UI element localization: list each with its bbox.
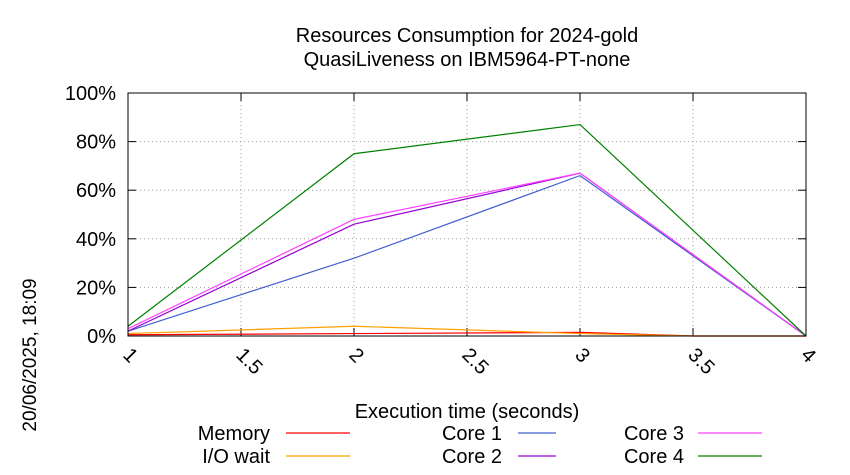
plot-border — [127, 92, 807, 337]
y-tick-label: 100% — [65, 83, 116, 105]
timestamp-label: 20/06/2025, 18:09 — [20, 278, 41, 431]
x-tick-label: 3.5 — [683, 344, 718, 379]
y-tick-label: 20% — [76, 277, 116, 299]
x-tick-label: 2.5 — [457, 344, 492, 379]
series-lines — [127, 123, 807, 337]
series-line-core-1 — [127, 174, 807, 337]
chart-title-line2: QuasiLiveness on IBM5964-PT-none — [304, 49, 631, 71]
y-axis-ticks: 0% 20% 40% 60% 80% 100% — [65, 83, 806, 348]
x-tick-label: 4 — [796, 344, 819, 367]
chart-title-line1: Resources Consumption for 2024-gold — [296, 25, 638, 47]
series-line-core-4 — [127, 123, 807, 337]
x-tick-label: 1.5 — [231, 344, 266, 379]
legend-label-core-2: Core 2 — [442, 446, 502, 468]
legend-label-core-1: Core 1 — [442, 423, 502, 445]
y-tick-label: 0% — [87, 326, 116, 348]
x-tick-label: 1 — [118, 344, 141, 367]
y-tick-label: 40% — [76, 229, 116, 251]
legend-label-i-o-wait: I/O wait — [202, 446, 270, 468]
x-tick-label: 3 — [570, 344, 593, 367]
grid-lines — [127, 92, 807, 337]
legend-label-core-4: Core 4 — [624, 446, 684, 468]
y-tick-label: 80% — [76, 132, 116, 154]
legend-label-core-3: Core 3 — [624, 423, 684, 445]
series-line-core-3 — [127, 172, 807, 337]
legend-label-memory: Memory — [198, 423, 270, 445]
y-tick-label: 60% — [76, 180, 116, 202]
chart-title: Resources Consumption for 2024-gold Quas… — [296, 25, 638, 71]
x-tick-label: 2 — [344, 344, 367, 367]
x-axis-label: Execution time (seconds) — [355, 401, 580, 423]
